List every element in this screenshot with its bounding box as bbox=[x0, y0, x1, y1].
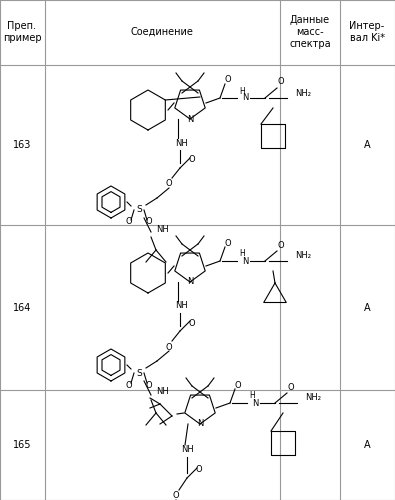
Text: Данные
масс-
спектра: Данные масс- спектра bbox=[289, 16, 331, 48]
Text: NH: NH bbox=[156, 224, 169, 234]
Text: O: O bbox=[225, 76, 231, 84]
Text: N: N bbox=[187, 278, 193, 286]
Text: O: O bbox=[146, 380, 152, 390]
Text: O: O bbox=[288, 382, 294, 392]
Text: O: O bbox=[235, 380, 241, 390]
Text: O: O bbox=[126, 380, 132, 390]
Text: O: O bbox=[126, 218, 132, 226]
Text: O: O bbox=[225, 238, 231, 248]
Text: А: А bbox=[364, 303, 371, 313]
Text: Соединение: Соединение bbox=[131, 27, 194, 37]
Text: O: O bbox=[278, 240, 284, 250]
Text: O: O bbox=[166, 180, 172, 188]
Text: 164: 164 bbox=[13, 303, 31, 313]
Text: N: N bbox=[252, 398, 258, 407]
Text: H: H bbox=[249, 392, 255, 400]
Text: O: O bbox=[173, 492, 179, 500]
Text: H: H bbox=[239, 250, 245, 258]
Text: 165: 165 bbox=[13, 440, 31, 450]
Text: S: S bbox=[136, 206, 142, 214]
Text: NH: NH bbox=[175, 138, 187, 147]
Text: S: S bbox=[136, 368, 142, 378]
Text: N: N bbox=[187, 114, 193, 124]
Text: N: N bbox=[242, 94, 248, 102]
Text: NH₂: NH₂ bbox=[305, 394, 321, 402]
Text: NH: NH bbox=[182, 446, 194, 454]
Text: Интер-
вал Ki*: Интер- вал Ki* bbox=[349, 21, 385, 43]
Text: O: O bbox=[196, 466, 202, 474]
Text: А: А bbox=[364, 140, 371, 150]
Text: N: N bbox=[197, 420, 203, 428]
Text: NH: NH bbox=[156, 388, 169, 396]
Text: Преп.
пример: Преп. пример bbox=[3, 21, 41, 43]
Text: NH: NH bbox=[175, 302, 187, 310]
Text: NH₂: NH₂ bbox=[295, 88, 311, 98]
Text: O: O bbox=[166, 342, 172, 351]
Text: O: O bbox=[189, 318, 195, 328]
Text: O: O bbox=[146, 218, 152, 226]
Text: H: H bbox=[239, 86, 245, 96]
Text: 163: 163 bbox=[13, 140, 31, 150]
Text: А: А bbox=[364, 440, 371, 450]
Text: NH₂: NH₂ bbox=[295, 252, 311, 260]
Text: O: O bbox=[189, 156, 195, 164]
Text: N: N bbox=[242, 256, 248, 266]
Text: O: O bbox=[278, 78, 284, 86]
